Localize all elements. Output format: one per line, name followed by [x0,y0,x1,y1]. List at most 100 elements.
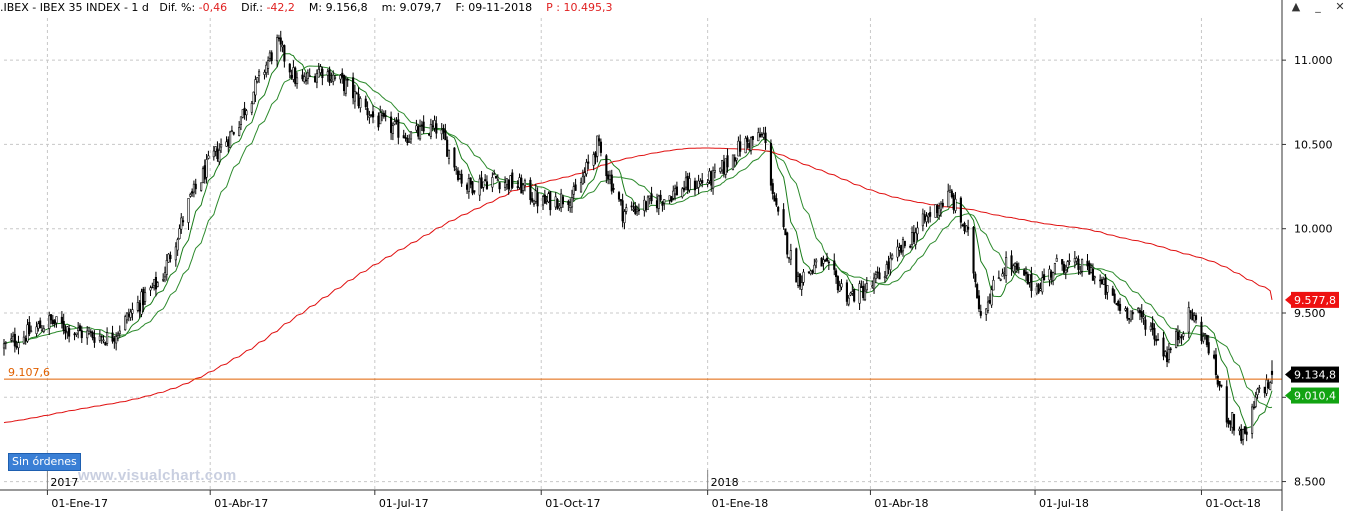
candle-body [579,181,583,193]
candle-body [366,108,369,116]
candle-body [1251,406,1254,434]
candle-body [402,135,405,139]
candle-body [545,200,548,202]
candle-body [11,335,15,342]
candle-body [189,194,192,197]
candle-body [1200,321,1203,341]
candle-body [265,64,268,73]
candle-body [162,279,165,281]
candle-body [558,205,561,209]
candle-body [889,257,892,271]
candle-body [979,311,982,316]
candle-body [1220,384,1223,387]
candle-body [598,138,601,142]
scroll-up-icon[interactable]: ▲ [1291,0,1301,13]
candle-body [986,301,990,311]
candle-body [447,150,451,159]
candle-body [1117,301,1120,307]
candle-body [536,192,539,207]
timeframe: 1 d [131,1,149,14]
close-icon[interactable]: ✕ [1335,0,1345,13]
candle-body [1194,315,1198,320]
candle-body [972,226,975,274]
candle-body [1066,261,1069,268]
candle-body [1061,259,1064,265]
candle-body [1003,271,1006,274]
candle-body [40,329,44,332]
price-value: 10.495,3 [563,1,613,14]
candle-body [1090,267,1093,273]
candle-body [887,261,890,269]
candle-body [643,199,646,211]
candle-body [547,193,550,203]
candle-body [1099,279,1102,282]
candle-body [1182,333,1185,337]
candle-body [467,178,470,193]
candle-body [303,76,306,82]
candle-body [976,284,979,299]
price-badge-label: 9.010,4 [1294,390,1336,403]
candle-body [391,125,394,134]
candle-body [663,199,666,204]
candle-body [156,282,159,287]
candle-body [1245,431,1248,435]
candle-body [153,279,156,286]
y-tick-label: 9.500 [1294,307,1326,320]
candle-body [319,66,322,73]
candle-body [219,144,223,148]
candle-body [252,91,255,105]
candle-body [836,276,839,291]
candle-body [713,170,716,173]
candle-body [106,332,109,344]
candle-body [339,75,342,80]
candle-body [701,180,704,184]
candle-body [534,190,537,202]
candle-body [138,302,141,312]
x-tick-label: 01-Ene-18 [712,497,769,510]
candle-body [49,314,53,321]
candle-body [116,333,120,336]
candle-body [39,320,42,329]
dif-label: Dif.: [241,1,263,14]
candle-body [997,277,1000,280]
candle-body [1156,339,1160,341]
candle-body [872,277,876,290]
candle-body [169,254,172,260]
candle-body [941,202,944,207]
candle-body [809,270,812,275]
candle-body [858,283,861,304]
candle-body [634,206,637,214]
candle-body [706,182,709,185]
ma-fast-line [3,53,1273,429]
candle-body [1030,273,1033,291]
candle-body [406,137,409,144]
candle-body [974,273,977,283]
candle-body [1037,284,1040,293]
ma-long-line [3,147,1273,424]
x-tick-label: 01-Jul-17 [379,497,429,510]
candle-body [1064,270,1067,274]
candle-body [333,76,337,79]
candle-body [961,224,964,227]
candle-body [395,120,398,122]
minimize-icon[interactable]: _ [1315,0,1321,13]
candle-body [815,259,818,263]
candle-body [587,161,590,164]
candle-body [1129,310,1132,321]
candle-body [822,259,825,264]
candle-body [684,177,687,188]
orders-status-button[interactable]: Sin órdenes [8,453,81,471]
candle-body [1231,412,1234,428]
candle-body [167,253,170,263]
candle-body [896,246,899,258]
candle-body [89,331,92,333]
candle-body [136,302,139,311]
candle-body [965,225,968,233]
candle-body [610,174,613,192]
candle-body [683,187,686,191]
candle-body [719,167,722,172]
candle-body [1243,426,1246,434]
candle-body [1026,273,1029,285]
